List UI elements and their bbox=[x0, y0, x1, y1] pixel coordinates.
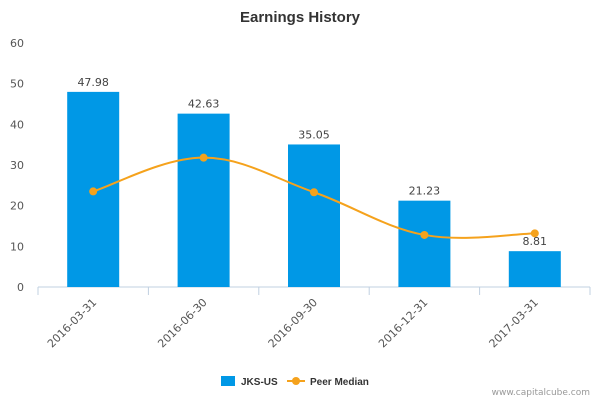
y-axis: 0 10 20 30 40 50 60 bbox=[10, 37, 24, 294]
bar-data-label: 47.98 bbox=[77, 76, 109, 89]
y-tick-label: 50 bbox=[10, 78, 24, 91]
peer-median-point[interactable] bbox=[420, 230, 429, 239]
legend-swatch-jks bbox=[221, 376, 235, 386]
bar[interactable] bbox=[508, 251, 561, 287]
bar-data-label: 35.05 bbox=[298, 128, 330, 141]
bar[interactable] bbox=[288, 144, 340, 287]
legend-label-peer: Peer Median bbox=[310, 377, 369, 388]
legend-item-peer[interactable]: Peer Median bbox=[287, 377, 369, 388]
x-tick-label: 2016-06-30 bbox=[155, 296, 209, 350]
peer-median-point[interactable] bbox=[310, 188, 318, 197]
x-tick-label: 2017-03-31 bbox=[487, 296, 541, 350]
legend-item-jks[interactable]: JKS-US bbox=[221, 376, 278, 388]
bar[interactable] bbox=[398, 200, 451, 287]
x-tick-label: 2016-03-31 bbox=[45, 296, 99, 350]
x-tick-label: 2016-12-31 bbox=[376, 296, 430, 350]
x-tick-label: 2016-09-30 bbox=[266, 296, 320, 350]
y-tick-label: 20 bbox=[10, 200, 24, 213]
credit-text: www.capitalcube.com bbox=[492, 388, 590, 398]
bar-data-label: 21.23 bbox=[409, 185, 441, 198]
bar-data-labels: 47.98 42.63 35.05 21.23 8.81 bbox=[77, 76, 547, 248]
y-tick-label: 60 bbox=[10, 37, 24, 50]
bar-series bbox=[67, 91, 561, 287]
y-tick-label: 40 bbox=[10, 118, 24, 131]
bar-data-label: 42.63 bbox=[188, 98, 220, 111]
y-tick-label: 10 bbox=[10, 240, 24, 253]
legend-label-jks: JKS-US bbox=[241, 377, 278, 388]
line-series bbox=[89, 153, 539, 239]
peer-median-point[interactable] bbox=[530, 229, 539, 238]
peer-median-point[interactable] bbox=[199, 153, 208, 162]
legend-swatch-peer-marker bbox=[292, 377, 300, 385]
chart-title: Earnings History bbox=[240, 9, 361, 26]
bar[interactable] bbox=[177, 113, 230, 287]
y-tick-label: 30 bbox=[10, 159, 24, 172]
y-tick-label: 0 bbox=[17, 281, 24, 294]
peer-median-point[interactable] bbox=[89, 187, 98, 196]
legend: JKS-US Peer Median bbox=[221, 376, 369, 388]
x-axis: 2016-03-31 2016-06-30 2016-09-30 2016-12-31… bbox=[37, 286, 591, 350]
bar-data-label: 8.81 bbox=[523, 235, 548, 248]
